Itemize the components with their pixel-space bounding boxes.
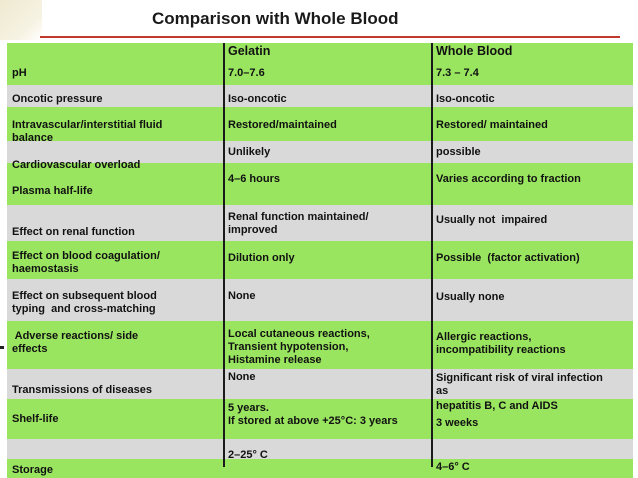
row-gelatin: Renal function maintained/ improved <box>228 211 369 236</box>
table-row-band-transmission <box>7 369 633 399</box>
row-property: Transmissions of diseases <box>12 384 153 396</box>
title-underline <box>40 36 620 38</box>
table-row-band-storage <box>7 459 633 478</box>
table-row-header-band <box>7 43 633 60</box>
row-whole-blood: Iso-oncotic <box>436 93 495 105</box>
table-row-band-oncotic <box>7 85 633 107</box>
row-whole-blood: Significant risk of viral infection as <box>436 372 603 397</box>
row-property: Cardiovascular overload <box>12 159 141 171</box>
row-gelatin: 4–6 hours <box>228 173 280 185</box>
comparison-table: Gelatin Whole Blood pH 7.0–7.6 7.3 – 7.4… <box>7 43 633 478</box>
table-row-band-half-life <box>7 163 633 205</box>
slide-title: Comparison with Whole Blood <box>152 9 399 28</box>
table-row-band-shelf-life <box>7 399 633 439</box>
row-gelatin: Iso-oncotic <box>228 93 287 105</box>
row-property: Oncotic pressure <box>12 93 103 105</box>
table-row-band-fluid-balance <box>7 107 633 141</box>
row-gelatin: 7.0–7.6 <box>228 67 265 79</box>
row-property: pH <box>12 67 27 79</box>
row-gelatin: None <box>228 290 256 302</box>
row-property: Adverse reactions/ side effects <box>12 330 139 355</box>
table-row-band-gap <box>7 439 633 459</box>
row-whole-blood: Restored/ maintained <box>436 119 548 131</box>
row-gelatin: 2–25° C <box>228 449 268 461</box>
table-row-band-renal <box>7 205 633 241</box>
header-gelatin: Gelatin <box>228 44 271 58</box>
row-whole-blood: hepatitis B, C and AIDS 3 weeks <box>436 400 558 429</box>
row-gelatin: Restored/maintained <box>228 119 337 131</box>
row-whole-blood: Possible (factor activation) <box>436 252 580 264</box>
row-property: Shelf-life <box>12 413 59 425</box>
row-whole-blood: Usually not impaired <box>436 214 548 226</box>
row-property: Storage <box>12 464 53 476</box>
row-whole-blood: Varies according to fraction <box>436 173 581 185</box>
row-property: Effect on subsequent blood typing and cr… <box>12 290 157 315</box>
row-property: Plasma half-life <box>12 185 93 197</box>
row-gelatin: Local cutaneous reactions, Transient hyp… <box>228 328 370 366</box>
slide-corner-decoration <box>0 0 42 40</box>
row-whole-blood: 4–6° C <box>436 461 470 473</box>
table-row-band-overload <box>7 141 633 163</box>
table-row-band-ph <box>7 60 633 85</box>
table-row-band-typing <box>7 279 633 321</box>
row-whole-blood: Allergic reactions, incompatibility reac… <box>436 331 566 356</box>
row-property: Effect on renal function <box>12 226 135 238</box>
row-whole-blood: Usually none <box>436 291 505 303</box>
column-divider-1 <box>223 43 225 467</box>
row-gelatin: None <box>228 371 256 383</box>
row-whole-blood: possible <box>436 146 481 158</box>
row-gelatin: 5 years. If stored at above +25°C: 3 yea… <box>228 402 398 427</box>
column-divider-2 <box>431 43 433 467</box>
row-whole-blood: 7.3 – 7.4 <box>436 67 479 79</box>
row-gelatin: Unlikely <box>228 146 271 158</box>
row-property: Intravascular/interstitial fluid balance <box>12 119 163 144</box>
row-property: Effect on blood coagulation/ haemostasis <box>12 250 160 275</box>
table-row-band-coagulation <box>7 241 633 279</box>
table-row-band-adverse <box>7 321 633 369</box>
bullet-mark <box>0 346 4 349</box>
header-whole-blood: Whole Blood <box>436 44 513 58</box>
row-gelatin: Dilution only <box>228 252 295 264</box>
